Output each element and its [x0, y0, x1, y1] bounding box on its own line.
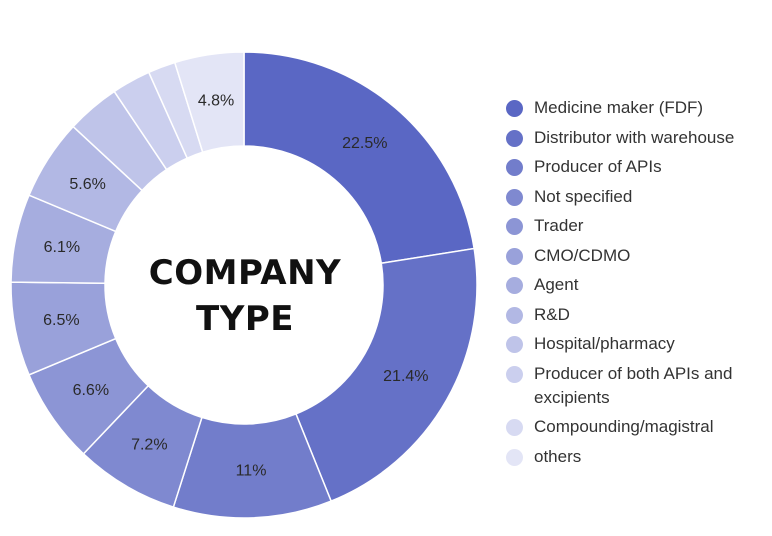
legend-label: Not specified — [534, 186, 633, 206]
legend-item-8: Hospital/pharmacy — [506, 332, 768, 356]
legend-swatch-icon — [506, 419, 523, 436]
legend-swatch-icon — [506, 129, 523, 147]
slice-label-4: 6.6% — [73, 382, 109, 399]
legend-swatch-icon — [506, 218, 523, 235]
slice-label-2: 11% — [236, 462, 267, 479]
legend-swatch-icon — [506, 159, 523, 176]
legend-label: CMO/CDMO — [534, 245, 631, 265]
legend-item-7: R&D — [506, 303, 768, 327]
slice-label-7: 5.6% — [69, 176, 105, 193]
legend-label: Compounding/magistral — [534, 417, 714, 436]
legend-label: Hospital/pharmacy — [534, 334, 675, 353]
legend-item-6: Agent — [506, 273, 768, 297]
legend-swatch-icon — [506, 100, 523, 117]
legend-swatch-icon — [506, 336, 523, 353]
donut-chart-svg: 22.5% 21.4% 11% 7.2% 6.6% 6.5% 6.1% 5.6% 4.8% — [10, 51, 478, 519]
legend-swatch-icon — [506, 365, 523, 383]
legend-swatch-icon — [506, 277, 523, 294]
chart-legend: Medicine maker (FDF) Distributor with war… — [506, 96, 768, 474]
legend-item-3: Not specified — [506, 185, 768, 209]
slice-label-6: 6.1% — [44, 239, 80, 256]
slice-label-0: 22.5% — [342, 135, 387, 152]
legend-label: Distributor with warehouse — [534, 127, 735, 147]
legend-item-10: Compounding/magistral — [506, 415, 768, 439]
slice-label-11: 4.8% — [198, 93, 234, 110]
pie-slice-0 — [243, 51, 475, 265]
legend-item-4: Trader — [506, 214, 768, 238]
legend-label: R&D — [534, 304, 570, 324]
legend-swatch-icon — [506, 306, 523, 324]
legend-item-5: CMO/CDMO — [506, 244, 768, 268]
legend-swatch-icon — [506, 247, 523, 265]
legend-label: Agent — [534, 275, 579, 294]
legend-label: Medicine maker (FDF) — [534, 98, 704, 117]
legend-item-2: Producer of APIs — [506, 155, 768, 179]
legend-item-0: Medicine maker (FDF) — [506, 96, 768, 120]
legend-item-11: others — [506, 445, 768, 469]
pie-slice-1 — [295, 247, 478, 503]
chart-center-title: COMPANY TYPE — [130, 250, 360, 342]
legend-item-9: Producer of both APIs and excipients — [506, 362, 768, 410]
chart-title-line-2: TYPE — [196, 299, 294, 339]
legend-label: Producer of both APIs and excipients — [534, 363, 733, 407]
legend-swatch-icon — [506, 448, 523, 466]
donut-chart: 22.5% 21.4% 11% 7.2% 6.6% 6.5% 6.1% 5.6% 4.8% CO… — [10, 51, 478, 519]
legend-label: others — [534, 446, 582, 466]
legend-label: Trader — [534, 216, 584, 235]
chart-title-line-1: COMPANY — [148, 253, 342, 293]
legend-label: Producer of APIs — [534, 157, 662, 176]
slice-label-1: 21.4% — [383, 368, 428, 385]
slice-label-5: 6.5% — [43, 312, 79, 329]
legend-item-1: Distributor with warehouse — [506, 126, 768, 150]
legend-swatch-icon — [506, 188, 523, 206]
slice-label-3: 7.2% — [131, 437, 167, 454]
pie-slice-11 — [173, 51, 245, 154]
